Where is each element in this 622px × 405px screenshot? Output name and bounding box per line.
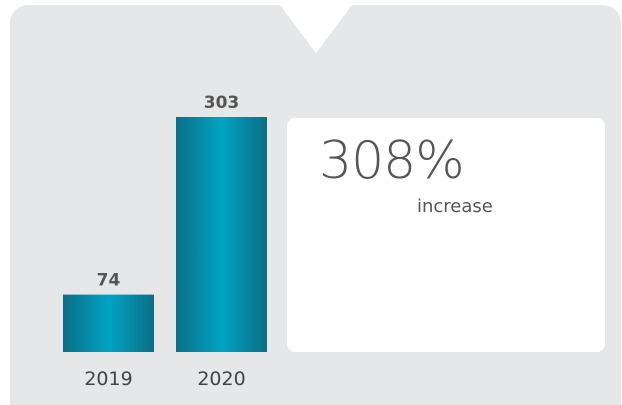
bar-2020: [176, 117, 267, 352]
data-label-2020: 303: [204, 93, 240, 113]
percent-increase-value: 308%: [319, 131, 465, 191]
stat-box: 308% increase: [287, 118, 605, 352]
bar-2019: [63, 294, 154, 352]
bars-group: 74 2019 303 2020: [63, 93, 267, 390]
percent-increase-label: increase: [417, 196, 493, 217]
x-tick-label-2020: 2020: [197, 368, 245, 390]
data-label-2019: 74: [97, 271, 121, 291]
x-tick-label-2019: 2019: [84, 368, 132, 390]
